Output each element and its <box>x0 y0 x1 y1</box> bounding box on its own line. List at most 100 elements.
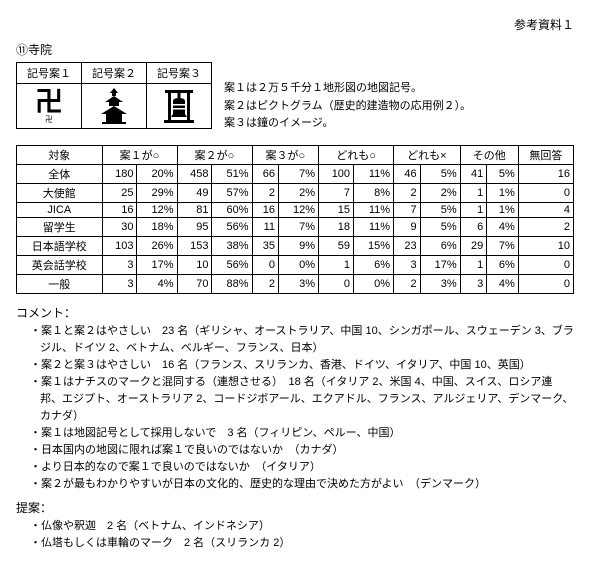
proposal-item: 仏像や釈迦 2 名（ベトナム、インドネシア） <box>30 518 574 535</box>
table-cell: 3% <box>420 274 460 293</box>
table-cell: 1% <box>487 202 519 217</box>
th-target: 対象 <box>17 145 103 164</box>
table-cell: 56% <box>212 217 252 236</box>
table-cell: 4% <box>487 217 519 236</box>
table-cell: 3% <box>279 274 319 293</box>
pagoda-icon <box>82 87 146 125</box>
table-cell: 23 <box>394 236 421 255</box>
table-cell: 5% <box>420 217 460 236</box>
table-cell: 17% <box>420 255 460 274</box>
table-cell: 6% <box>487 255 519 274</box>
icon-cell-bell <box>147 84 212 129</box>
table-cell: 2% <box>279 183 319 202</box>
table-cell: 0 <box>319 274 354 293</box>
table-cell: 16 <box>102 202 137 217</box>
table-header-row: 対象 案１が○ 案２が○ 案３が○ どれも○ どれも× その他 無回答 <box>17 145 574 164</box>
row-label: 一般 <box>17 274 103 293</box>
table-cell: 9% <box>279 236 319 255</box>
th-plan2: 案２が○ <box>177 145 252 164</box>
icon-caption-1: 卍 <box>17 114 81 125</box>
table-cell: 4 <box>518 202 573 217</box>
table-cell: 100 <box>319 164 354 183</box>
th-other: その他 <box>460 145 518 164</box>
th-noanswer: 無回答 <box>518 145 573 164</box>
table-cell: 20% <box>137 164 177 183</box>
table-cell: 88% <box>212 274 252 293</box>
table-cell: 0% <box>354 274 394 293</box>
table-cell: 29 <box>460 236 487 255</box>
icon-header-2: 記号案２ <box>82 63 147 84</box>
table-cell: 0 <box>252 255 279 274</box>
comment-item: 日本国内の地図に限れば案１で良いのではないか （カナダ） <box>30 442 574 459</box>
table-row: 留学生3018%9556%117%1811%95%64%2 <box>17 217 574 236</box>
table-row: JICA1612%8160%1612%1511%75%11%4 <box>17 202 574 217</box>
table-cell: 7 <box>394 202 421 217</box>
comments-heading: コメント： <box>16 304 574 321</box>
row-label: JICA <box>17 202 103 217</box>
table-cell: 41 <box>460 164 487 183</box>
table-cell: 458 <box>177 164 212 183</box>
desc-line-1: 案１は２万５千分１地形図の地図記号。 <box>224 80 471 98</box>
table-cell: 29% <box>137 183 177 202</box>
comment-item: 案１と案２はやさしい 23 名（ギリシャ、オーストラリア、中国 10、シンガポー… <box>30 323 574 357</box>
table-cell: 56% <box>212 255 252 274</box>
table-cell: 35 <box>252 236 279 255</box>
table-cell: 95 <box>177 217 212 236</box>
table-cell: 2% <box>420 183 460 202</box>
table-cell: 5% <box>487 164 519 183</box>
table-cell: 59 <box>319 236 354 255</box>
table-cell: 7% <box>487 236 519 255</box>
table-cell: 49 <box>177 183 212 202</box>
row-label: 全体 <box>17 164 103 183</box>
table-cell: 0 <box>518 183 573 202</box>
table-cell: 81 <box>177 202 212 217</box>
table-cell: 16 <box>252 202 279 217</box>
table-cell: 2 <box>518 217 573 236</box>
comment-item: 案２が最もわかりやすいが日本の文化的、歴史的な理由で決めた方がよい （デンマーク… <box>30 476 574 493</box>
table-cell: 6% <box>354 255 394 274</box>
icon-options-table: 記号案１ 記号案２ 記号案３ 卍 卍 <box>16 62 212 129</box>
th-plan1: 案１が○ <box>102 145 177 164</box>
table-cell: 0% <box>279 255 319 274</box>
icon-descriptions: 案１は２万５千分１地形図の地図記号。 案２はピクトグラム（歴史的建造物の応用例２… <box>224 62 471 133</box>
table-cell: 11% <box>354 202 394 217</box>
table-cell: 18 <box>319 217 354 236</box>
table-cell: 15 <box>319 202 354 217</box>
section-title: ⑪寺院 <box>16 41 574 58</box>
table-cell: 2 <box>394 183 421 202</box>
table-cell: 6 <box>460 217 487 236</box>
th-allng: どれも× <box>394 145 461 164</box>
table-cell: 12% <box>137 202 177 217</box>
table-cell: 1 <box>460 202 487 217</box>
table-row: 英会話学校317%1056%00%16%317%16%0 <box>17 255 574 274</box>
th-plan3: 案３が○ <box>252 145 319 164</box>
table-cell: 9 <box>394 217 421 236</box>
table-cell: 2 <box>252 183 279 202</box>
table-body: 全体18020%45851%667%10011%465%415%16大使館252… <box>17 164 574 293</box>
table-cell: 25 <box>102 183 137 202</box>
comment-item: 案１はナチスのマークと混同する（連想させる） 18 名（イタリア 2、米国 4、… <box>30 374 574 425</box>
table-row: 全体18020%45851%667%10011%465%415%16 <box>17 164 574 183</box>
table-cell: 4% <box>487 274 519 293</box>
comment-item: 案２と案３はやさしい 16 名（フランス、スリランカ、香港、ドイツ、イタリア、中… <box>30 357 574 374</box>
table-row: 日本語学校10326%15338%359%5915%236%297%10 <box>17 236 574 255</box>
icon-cell-pagoda <box>82 84 147 129</box>
icon-header-3: 記号案３ <box>147 63 212 84</box>
comment-item: より日本的なので案１で良いのではないか （イタリア） <box>30 459 574 476</box>
comments-list: 案１と案２はやさしい 23 名（ギリシャ、オーストラリア、中国 10、シンガポー… <box>16 323 574 493</box>
table-cell: 26% <box>137 236 177 255</box>
table-cell: 60% <box>212 202 252 217</box>
icon-cell-swastika: 卍 卍 <box>17 84 82 129</box>
table-cell: 0 <box>518 255 573 274</box>
table-cell: 10 <box>177 255 212 274</box>
table-cell: 51% <box>212 164 252 183</box>
table-cell: 11 <box>252 217 279 236</box>
table-cell: 17% <box>137 255 177 274</box>
table-cell: 153 <box>177 236 212 255</box>
proposals-list: 仏像や釈迦 2 名（ベトナム、インドネシア）仏塔もしくは車輪のマーク 2 名（ス… <box>16 518 574 552</box>
table-cell: 2 <box>394 274 421 293</box>
table-cell: 18% <box>137 217 177 236</box>
table-cell: 0 <box>518 274 573 293</box>
table-cell: 3 <box>102 274 137 293</box>
table-cell: 3 <box>394 255 421 274</box>
